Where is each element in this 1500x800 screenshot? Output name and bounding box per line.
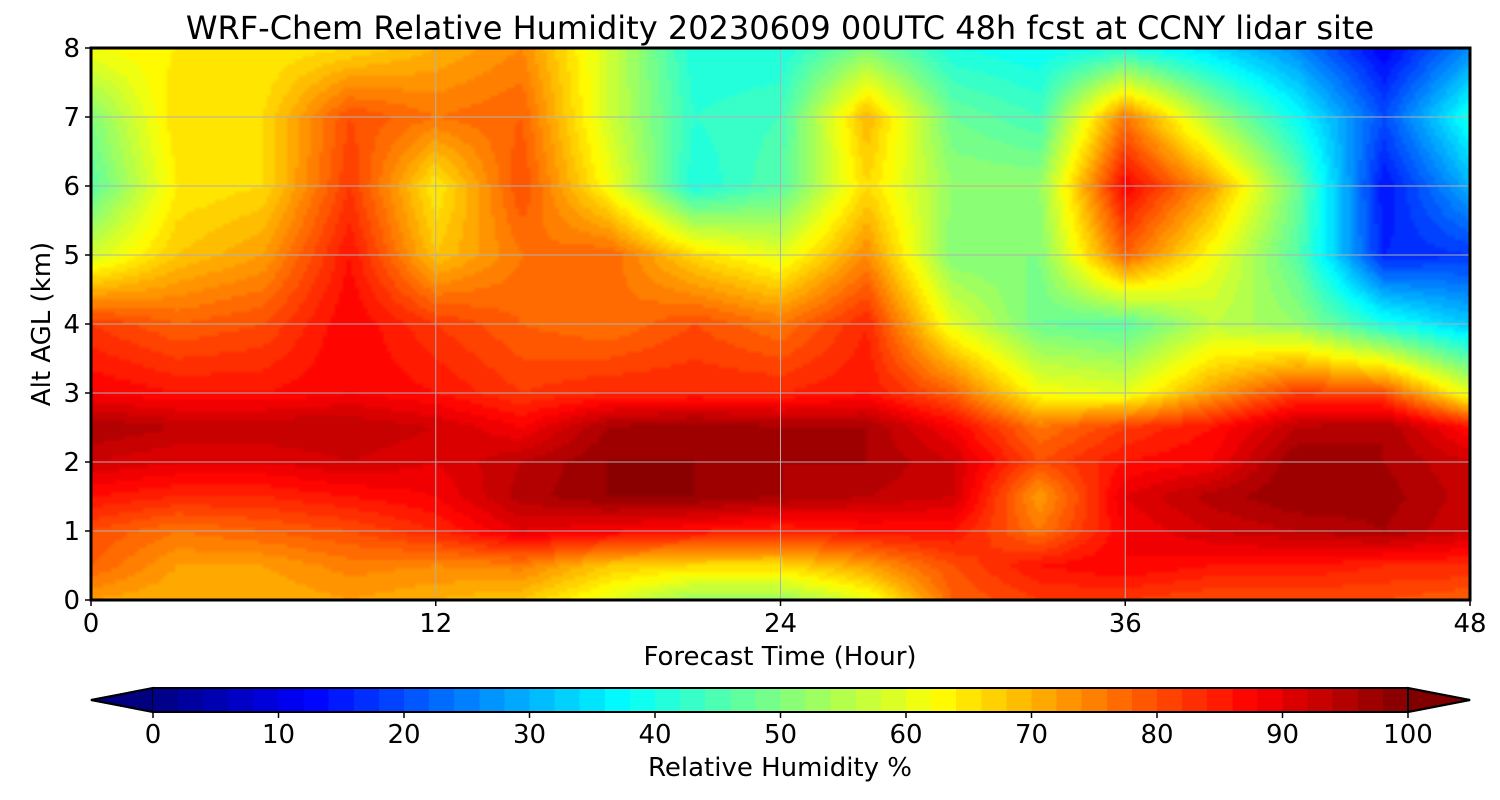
colorbar-tick-label: 10 xyxy=(262,720,295,750)
colorbar-tick-label: 0 xyxy=(145,720,162,750)
x-tick-label: 48 xyxy=(1453,609,1486,639)
colorbar-tick-label: 50 xyxy=(764,720,797,750)
colorbar-tick-label: 100 xyxy=(1383,720,1433,750)
y-tick-label: 5 xyxy=(63,241,80,271)
y-axis-label: Alt AGL (km) xyxy=(27,242,57,406)
colorbar-tick-label: 70 xyxy=(1015,720,1048,750)
colorbar-over-arrow xyxy=(1407,686,1471,714)
colorbar-tick-label: 20 xyxy=(387,720,420,750)
colorbar: 0 10 20 30 40 50 60 70 80 90 100 xyxy=(90,686,1471,750)
colorbar-tick-label: 30 xyxy=(513,720,546,750)
y-tick-label: 2 xyxy=(63,448,80,478)
y-tick-label: 8 xyxy=(63,34,80,64)
x-tick-label: 36 xyxy=(1109,609,1142,639)
grid-lines xyxy=(91,48,1470,600)
x-axis: 0 12 24 36 48 xyxy=(83,600,1487,639)
y-axis: 0 1 2 3 4 5 6 7 8 xyxy=(63,34,91,616)
colorbar-under-arrow xyxy=(90,686,154,714)
x-tick-label: 12 xyxy=(419,609,452,639)
x-axis-label: Forecast Time (Hour) xyxy=(643,642,916,672)
colorbar-gradient xyxy=(153,688,1408,712)
colorbar-tick-label: 60 xyxy=(889,720,922,750)
colorbar-tick-label: 90 xyxy=(1266,720,1299,750)
x-tick-label: 0 xyxy=(83,609,100,639)
colorbar-tick-label: 80 xyxy=(1140,720,1173,750)
y-tick-label: 1 xyxy=(63,517,80,547)
y-tick-label: 3 xyxy=(63,379,80,409)
colorbar-tick-label: 40 xyxy=(638,720,671,750)
colorbar-label: Relative Humidity % xyxy=(648,753,912,783)
y-tick-label: 7 xyxy=(63,103,80,133)
y-tick-label: 4 xyxy=(63,310,80,340)
y-tick-label: 6 xyxy=(63,172,80,202)
colorbar-ticks: 0 10 20 30 40 50 60 70 80 90 100 xyxy=(145,712,1433,750)
x-tick-label: 24 xyxy=(764,609,797,639)
y-tick-label: 0 xyxy=(63,586,80,616)
chart-title: WRF-Chem Relative Humidity 20230609 00UT… xyxy=(186,9,1374,47)
